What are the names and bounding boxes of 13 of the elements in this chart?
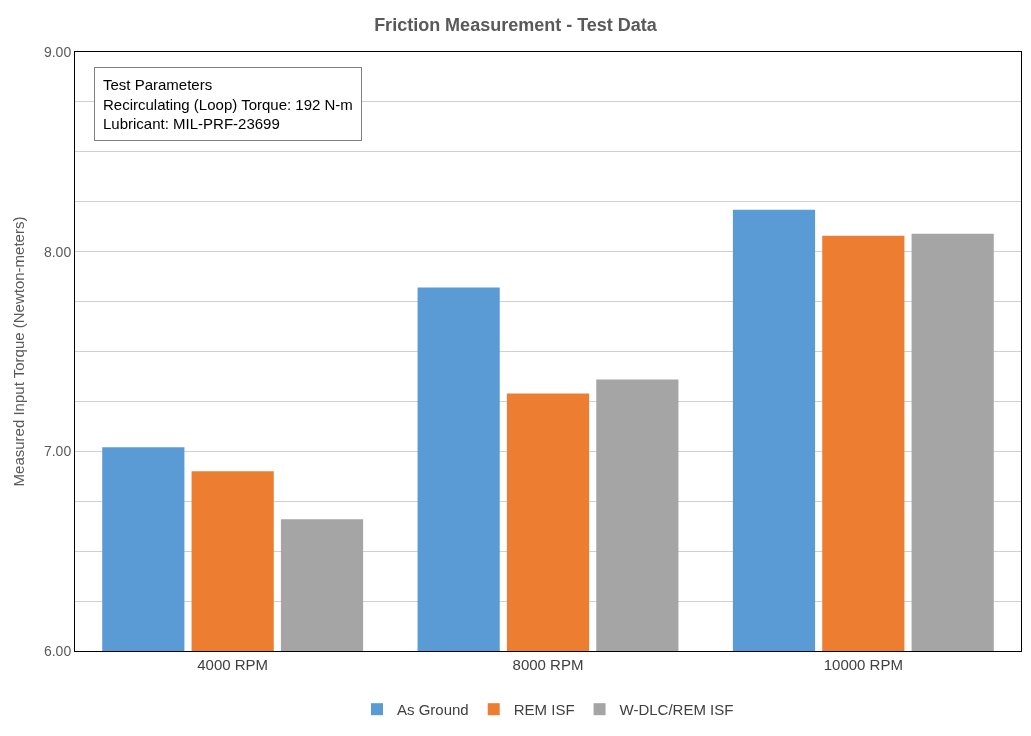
y-tick-label: 7.00 xyxy=(43,443,72,460)
x-tick-label: 8000 RPM xyxy=(512,656,584,673)
annotation: Test Parameters Recirculating (Loop) Torque: 192 N-m Lubricant: MIL-PRF-23699 xyxy=(103,76,353,132)
chart-title: Friction Measurement - Test Data xyxy=(374,15,658,35)
y-axis-title: Measured Input Torque (Newton-meters) xyxy=(10,216,28,487)
legend-label: W-DLC/REM ISF xyxy=(619,701,734,719)
x-tick-label: 4000 RPM xyxy=(197,656,269,673)
legend-label: REM ISF xyxy=(513,701,575,719)
y-tick-label: 6.00 xyxy=(43,642,72,659)
legend-label: As Ground xyxy=(397,701,469,719)
y-tick-label: 8.00 xyxy=(43,243,72,260)
y-tick-label: 9.00 xyxy=(43,43,72,60)
x-tick-label: 10000 RPM xyxy=(823,656,903,673)
